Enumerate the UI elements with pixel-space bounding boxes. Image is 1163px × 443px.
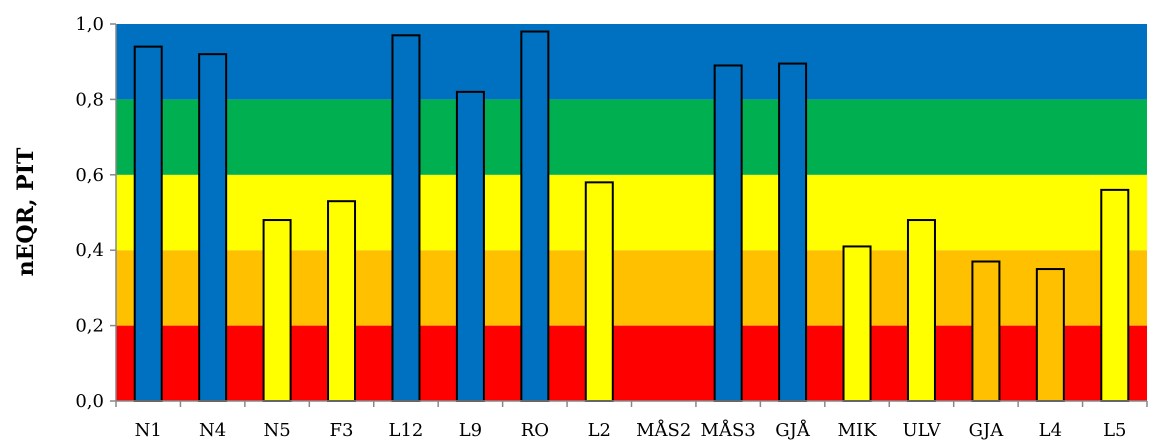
- y-tick-label: 0,6: [75, 165, 104, 186]
- bar-RO: [520, 30, 550, 402]
- bar-N1: [133, 45, 163, 403]
- bar-L12: [391, 34, 421, 403]
- band-3: [116, 99, 1147, 175]
- bar-ULV: [906, 219, 936, 402]
- y-tick-label: 0,4: [75, 240, 104, 261]
- y-axis-title: nEQR, PIT: [13, 147, 39, 276]
- x-tick-label: RO: [521, 420, 549, 441]
- x-tick-label: L12: [389, 420, 424, 441]
- x-tick-labels: N1 N4 N5 F3 L12 L9 RO L2 MÅS2 MÅS3 GJÅ MIK ULV GJA L4 L…: [135, 419, 1127, 441]
- y-tick-label: 0,2: [75, 316, 104, 337]
- x-tick-label: GJA: [969, 420, 1005, 441]
- x-tick-label: ULV: [902, 420, 941, 441]
- axes: [110, 23, 1148, 407]
- x-tick-label: L5: [1103, 420, 1126, 441]
- bar-GJÅ: [778, 62, 808, 403]
- bar-GJA: [971, 260, 1001, 403]
- bar-series: [133, 30, 1130, 403]
- bar-N5: [262, 219, 292, 402]
- x-tick-label: MÅS3: [701, 419, 756, 441]
- x-tick-label: L4: [1039, 420, 1062, 441]
- x-tick-label: L2: [588, 420, 611, 441]
- bar-L2: [584, 181, 614, 402]
- bar-L5: [1100, 188, 1130, 402]
- x-tick-label: F3: [330, 420, 354, 441]
- x-tick-label: MIK: [838, 420, 878, 441]
- y-tick-label: 0,0: [75, 391, 104, 412]
- bar-L4: [1035, 268, 1065, 402]
- x-tick-label: N1: [135, 420, 162, 441]
- x-tick-label: N4: [199, 420, 226, 441]
- bar-MÅS3: [713, 64, 743, 402]
- x-tick-label: L9: [459, 420, 482, 441]
- y-tick-label: 1,0: [75, 14, 104, 35]
- bar-F3: [327, 200, 357, 402]
- y-tick-labels: 0,0 0,2 0,4 0,6 0,8 1,0: [75, 14, 104, 412]
- band-4: [116, 24, 1147, 100]
- x-tick-label: N5: [263, 420, 290, 441]
- bar-N4: [198, 53, 228, 402]
- x-tick-label: MÅS2: [636, 419, 691, 441]
- x-tick-label: GJÅ: [775, 419, 811, 441]
- y-tick-label: 0,8: [75, 89, 104, 110]
- bar-L9: [455, 90, 485, 403]
- bar-MIK: [842, 245, 872, 402]
